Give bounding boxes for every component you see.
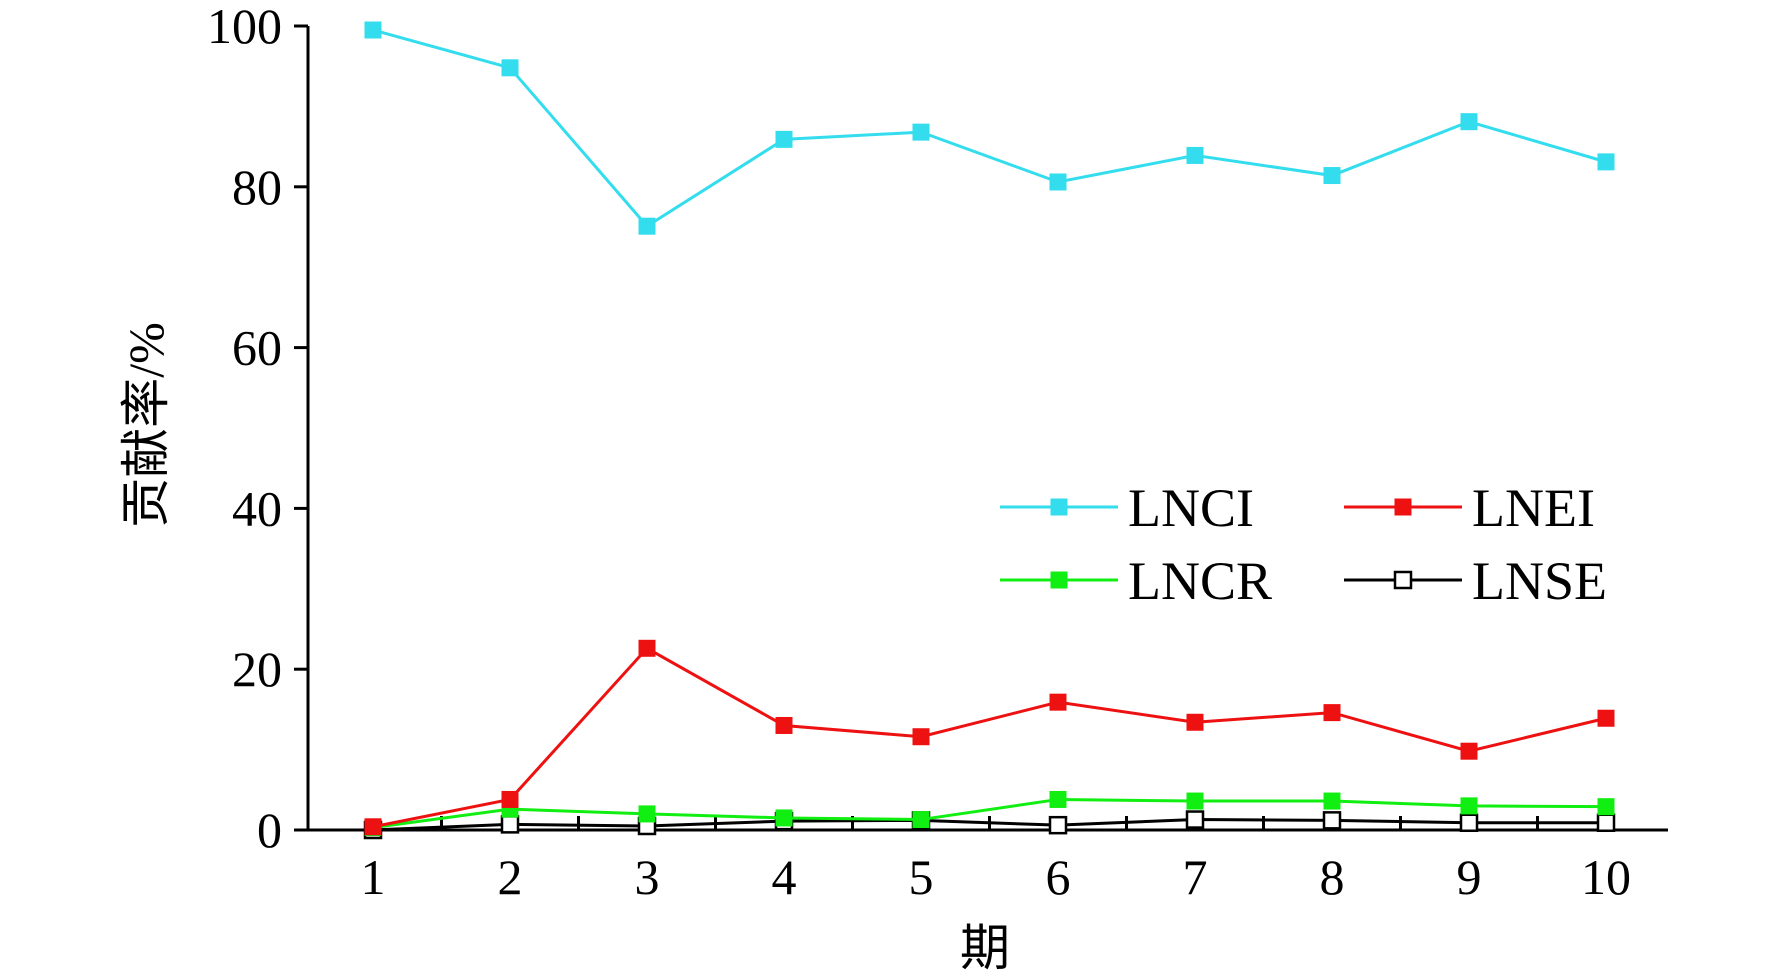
data-point xyxy=(638,217,656,235)
data-point xyxy=(1185,810,1205,829)
data-point xyxy=(1597,153,1615,171)
data-point xyxy=(638,805,656,823)
x-tick-label: 2 xyxy=(498,849,523,905)
y-tick-label: 40 xyxy=(232,480,282,536)
data-point xyxy=(364,818,382,836)
x-tick-label: 5 xyxy=(909,849,934,905)
legend-marker xyxy=(1393,570,1413,590)
data-point xyxy=(364,21,382,39)
data-point xyxy=(1049,790,1067,808)
data-point xyxy=(1322,811,1342,830)
data-point xyxy=(1186,146,1204,164)
data-point xyxy=(1597,798,1615,816)
data-point xyxy=(1323,792,1341,810)
data-point xyxy=(775,809,793,827)
legend-marker xyxy=(1050,498,1068,516)
legend-label: LNEI xyxy=(1472,478,1595,538)
data-point xyxy=(1460,797,1478,815)
y-axis-title: 贡献率/% xyxy=(118,322,174,528)
x-tick-label: 4 xyxy=(772,849,797,905)
legend-label: LNCI xyxy=(1128,478,1254,538)
y-tick-label: 100 xyxy=(207,0,282,54)
legend-item-lnci: LNCI xyxy=(1000,478,1254,538)
x-axis-title: 期 xyxy=(960,920,1010,976)
legend-item-lnse: LNSE xyxy=(1344,551,1607,611)
data-point xyxy=(1596,813,1616,833)
data-point xyxy=(1597,709,1615,727)
data-point xyxy=(1049,173,1067,191)
x-tick-label: 1 xyxy=(361,849,386,905)
data-point xyxy=(1323,167,1341,185)
series-line xyxy=(372,646,1607,829)
x-tick-label: 10 xyxy=(1581,849,1631,905)
data-point xyxy=(1323,704,1341,722)
x-tick-label: 6 xyxy=(1046,849,1071,905)
y-tick-label: 60 xyxy=(232,320,282,376)
legend-marker xyxy=(1050,571,1068,589)
legend-item-lnei: LNEI xyxy=(1344,478,1595,538)
x-tick-label: 3 xyxy=(635,849,660,905)
data-point xyxy=(501,59,519,77)
y-tick-label: 0 xyxy=(257,802,282,858)
data-point xyxy=(1459,813,1479,833)
data-point xyxy=(912,728,930,746)
series-line xyxy=(372,818,1606,832)
data-point xyxy=(1049,693,1067,711)
series-line xyxy=(372,28,1607,229)
axes: 0 20 40 60 80 100 1 2 3 4 5 6 7 8 9 10 xyxy=(207,0,1668,905)
data-point xyxy=(1460,742,1478,760)
data-point xyxy=(912,123,930,141)
x-tick-label: 9 xyxy=(1457,849,1482,905)
y-tick-label: 20 xyxy=(232,641,282,697)
data-point xyxy=(500,815,520,834)
legend-label: LNSE xyxy=(1472,551,1607,611)
data-point xyxy=(912,811,930,829)
series-layer xyxy=(363,21,1616,840)
x-tick-label: 8 xyxy=(1320,849,1345,905)
data-point xyxy=(501,790,519,808)
legend-item-lncr: LNCR xyxy=(1000,551,1272,611)
series-lnci xyxy=(364,21,1615,235)
legend-label: LNCR xyxy=(1128,551,1272,611)
data-point xyxy=(1186,792,1204,810)
data-point xyxy=(638,639,656,657)
legend-marker xyxy=(1394,498,1412,516)
x-tick-label: 7 xyxy=(1183,849,1208,905)
legend: LNCI LNEI LNCR LNSE xyxy=(1000,478,1607,611)
series-lnei xyxy=(364,639,1615,836)
data-point xyxy=(1460,113,1478,131)
data-point xyxy=(1186,713,1204,731)
data-point xyxy=(775,716,793,734)
series-line xyxy=(372,797,1607,830)
y-tick-label: 80 xyxy=(232,159,282,215)
data-point xyxy=(775,130,793,148)
data-point xyxy=(1048,815,1068,835)
